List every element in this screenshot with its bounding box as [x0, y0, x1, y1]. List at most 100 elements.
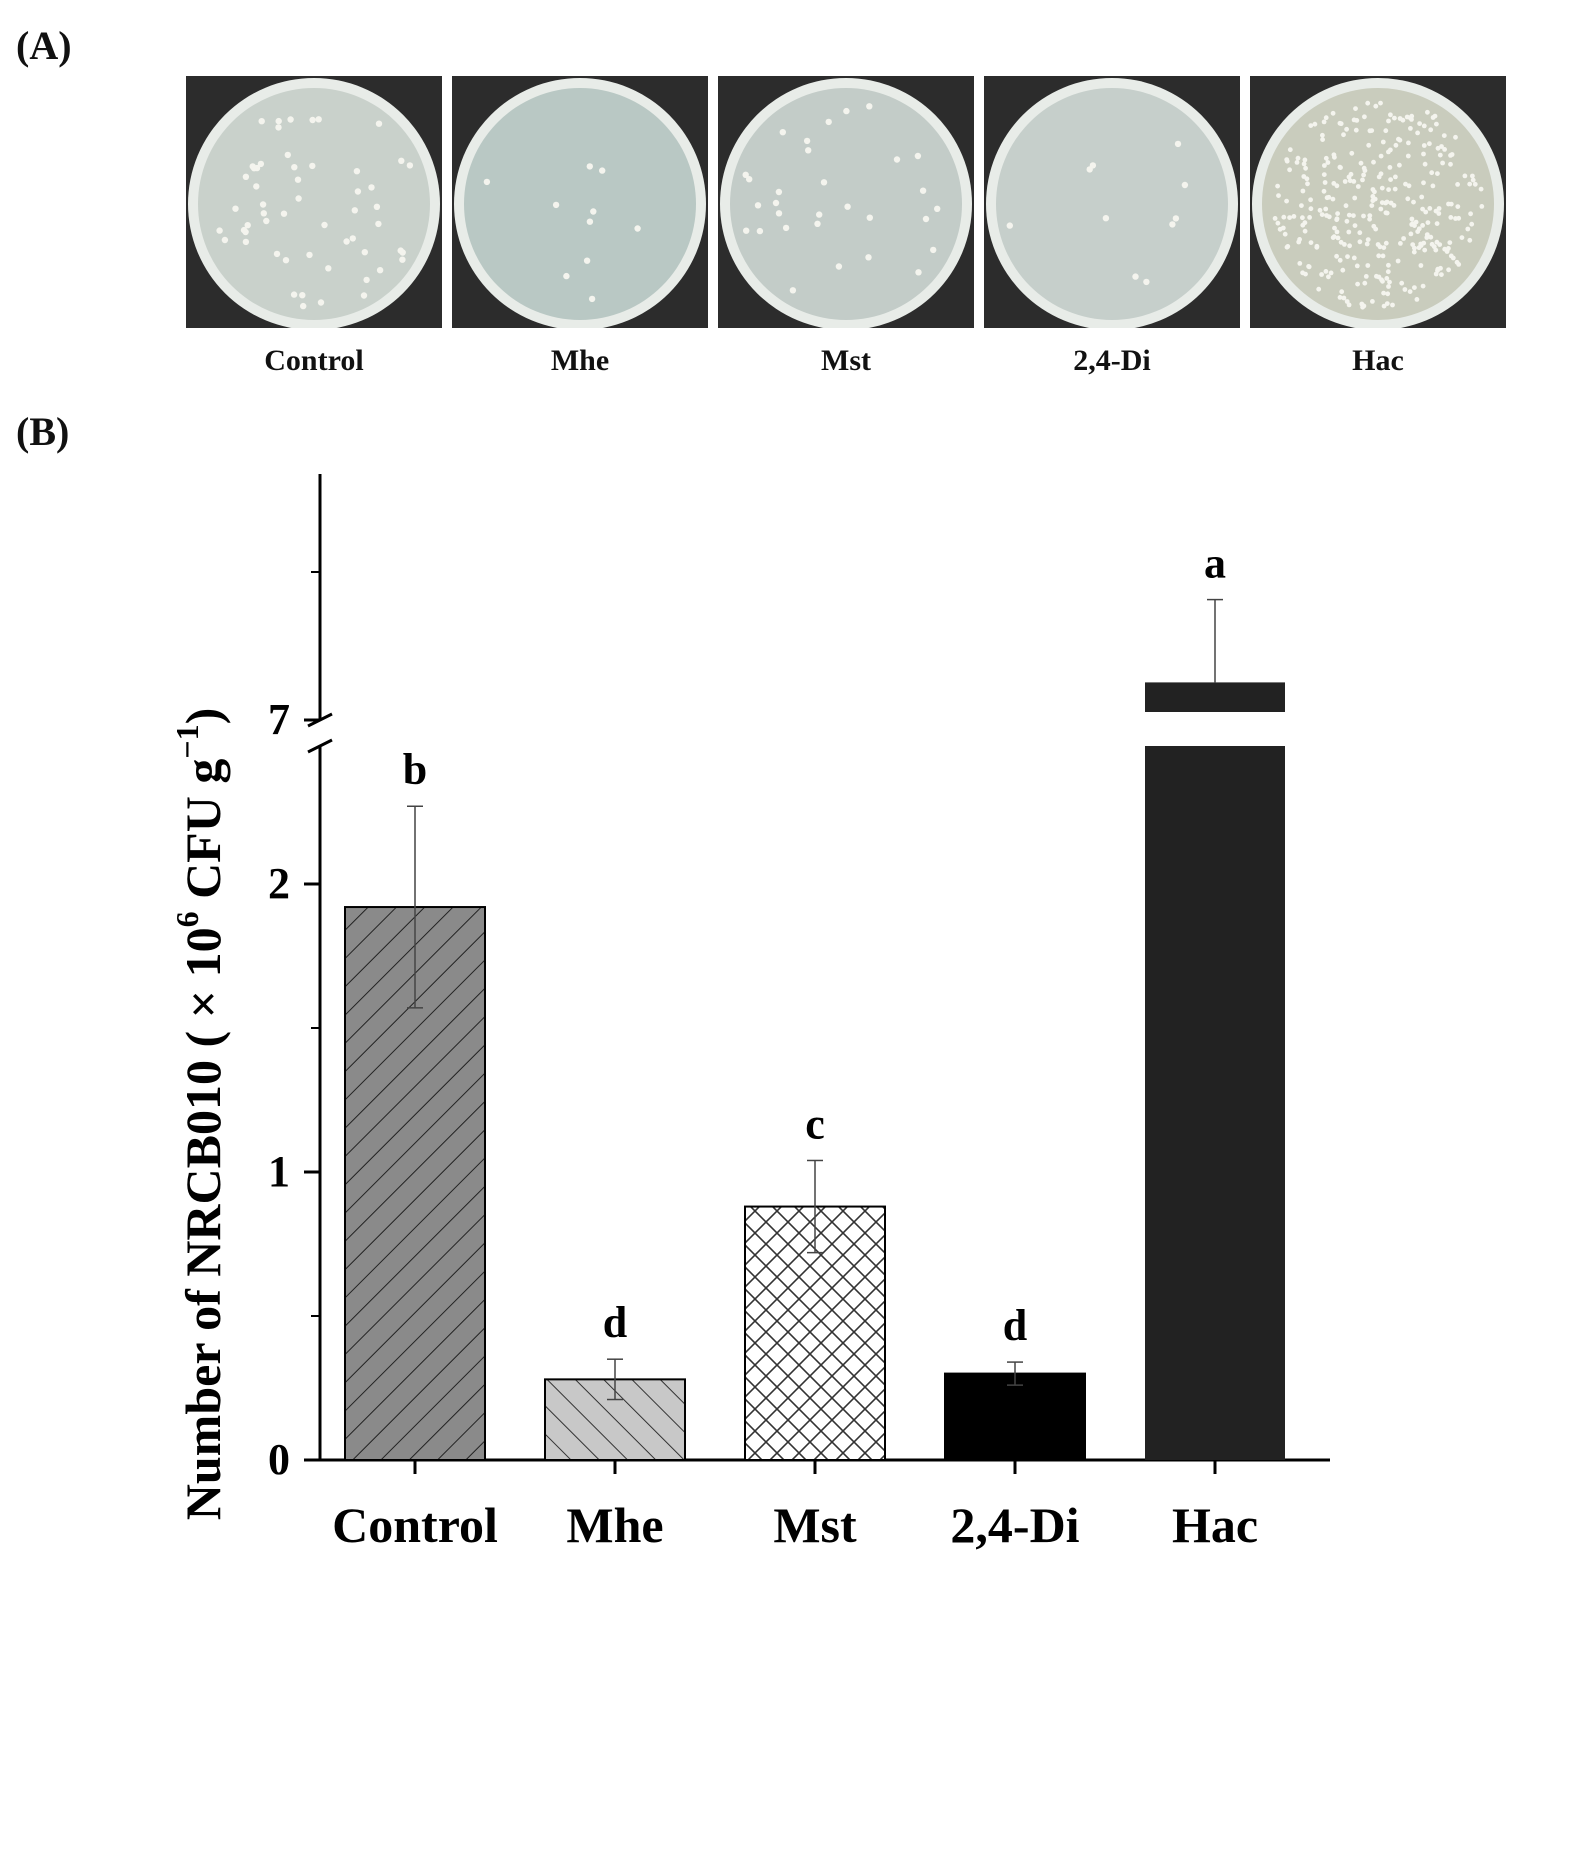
colony	[1339, 289, 1345, 295]
colony	[1365, 263, 1371, 268]
colony	[1362, 280, 1368, 286]
colony	[820, 179, 828, 186]
plate-photo	[718, 76, 974, 328]
colony	[1300, 215, 1305, 221]
colony	[242, 173, 250, 180]
colony	[866, 214, 873, 221]
colony	[306, 251, 313, 259]
colony	[1302, 157, 1308, 163]
colony	[361, 249, 368, 256]
colony	[1294, 160, 1300, 165]
colony	[1346, 229, 1352, 235]
colony	[1354, 118, 1360, 123]
colony	[835, 263, 843, 270]
colony	[843, 107, 850, 115]
plate-photo	[984, 76, 1240, 328]
colony	[1323, 269, 1329, 274]
colony	[1302, 228, 1308, 234]
colony	[866, 103, 873, 110]
colony	[825, 118, 832, 126]
colony	[1343, 203, 1349, 209]
colony	[1337, 120, 1343, 126]
colony	[1367, 216, 1372, 222]
colony	[1169, 221, 1176, 228]
x-tick-label: Mhe	[566, 1497, 663, 1553]
colony	[1423, 209, 1429, 215]
colony	[1351, 179, 1357, 184]
colony	[1284, 244, 1290, 250]
panel-label-b: (B)	[16, 409, 70, 454]
colony	[1328, 270, 1334, 276]
colony	[1354, 263, 1360, 269]
colony	[1300, 188, 1306, 194]
colony	[1392, 186, 1398, 192]
colony	[1341, 132, 1346, 138]
colony	[1436, 206, 1442, 211]
colony	[1387, 165, 1393, 170]
colony	[1360, 177, 1365, 183]
colony	[1323, 206, 1329, 212]
colony	[1470, 177, 1476, 183]
colony	[586, 163, 593, 170]
colony	[1306, 264, 1312, 270]
colony	[290, 291, 298, 298]
colony	[1340, 267, 1346, 273]
colony	[1386, 118, 1391, 124]
colony	[1467, 237, 1473, 243]
colony	[1386, 284, 1391, 289]
colony	[1312, 121, 1318, 127]
colony	[244, 222, 251, 229]
colony	[1402, 287, 1408, 292]
colony	[1442, 147, 1447, 152]
colony	[1346, 212, 1352, 218]
colony	[1437, 152, 1443, 158]
colony	[1353, 127, 1359, 133]
colony	[398, 157, 405, 164]
colony	[1334, 229, 1340, 235]
plate-3: Mst	[718, 76, 974, 377]
colony	[1450, 255, 1456, 261]
colony	[1386, 262, 1391, 268]
colony	[1470, 173, 1475, 179]
colony	[300, 302, 307, 310]
colony	[775, 188, 783, 196]
colony	[1416, 245, 1422, 251]
colony	[1369, 128, 1375, 133]
colony	[746, 176, 753, 183]
colony	[919, 187, 927, 194]
colony	[1362, 168, 1368, 173]
colony	[1272, 216, 1278, 221]
colony	[483, 178, 491, 186]
colony	[789, 287, 797, 294]
colony	[1378, 171, 1384, 177]
colony	[742, 171, 749, 178]
colony	[865, 254, 872, 261]
colony	[1373, 103, 1379, 109]
colony	[1321, 119, 1327, 125]
significance-label: d	[603, 1298, 627, 1347]
colony	[1297, 261, 1303, 266]
colony	[1352, 223, 1358, 229]
colony	[1396, 136, 1401, 142]
colony	[743, 227, 750, 234]
significance-label: c	[805, 1099, 825, 1148]
colony	[1351, 255, 1357, 261]
colony	[376, 267, 384, 274]
colony	[1392, 115, 1397, 121]
colony	[1319, 212, 1325, 218]
colony	[1418, 241, 1424, 247]
colony	[263, 217, 270, 225]
colony	[1427, 206, 1433, 211]
colony	[1435, 145, 1441, 151]
colony	[1332, 225, 1337, 231]
colony	[1275, 220, 1281, 226]
colony	[1370, 187, 1376, 192]
colony	[1380, 139, 1386, 145]
colony	[1435, 266, 1441, 272]
colony	[1387, 279, 1392, 285]
colony	[1295, 155, 1301, 161]
colony	[1469, 221, 1475, 227]
colony	[315, 116, 322, 123]
colony	[1321, 188, 1327, 194]
colony	[1430, 115, 1436, 120]
